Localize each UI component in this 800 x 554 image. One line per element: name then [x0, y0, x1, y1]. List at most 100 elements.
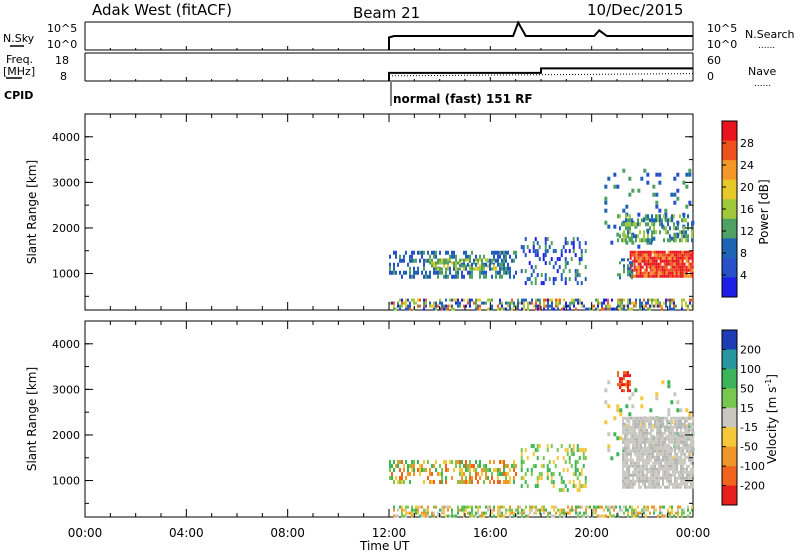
data-cell: [393, 468, 395, 473]
data-cell: [411, 511, 413, 515]
data-cell: [435, 307, 437, 311]
data-cell: [647, 508, 649, 512]
data-cell: [399, 505, 401, 509]
data-cell: [657, 214, 659, 219]
data-cell: [624, 464, 627, 468]
data-cell: [642, 431, 645, 435]
data-cell: [576, 488, 579, 493]
data-cell: [427, 250, 429, 255]
data-cell: [435, 304, 437, 308]
data-cell: [637, 253, 640, 257]
data-cell: [646, 470, 649, 474]
data-cell: [656, 467, 659, 471]
data-cell: [665, 230, 667, 235]
data-cell: [684, 437, 687, 441]
data-cell: [491, 476, 493, 481]
data-cell: [413, 301, 415, 305]
data-cell: [676, 172, 680, 177]
data-cell: [435, 254, 437, 259]
data-cell: [485, 270, 487, 275]
data-cell: [465, 304, 467, 308]
data-cell: [578, 484, 581, 489]
data-cell: [485, 511, 487, 515]
data-cell: [572, 237, 575, 242]
data-cell: [570, 464, 573, 469]
data-cell: [681, 238, 683, 243]
data-cell: [537, 298, 539, 302]
data-cell: [635, 298, 637, 302]
data-cell: [669, 274, 672, 278]
data-cell: [507, 472, 509, 477]
data-cell: [638, 431, 641, 435]
data-cell: [649, 226, 651, 231]
data-cell: [471, 266, 473, 271]
data-cell: [419, 298, 421, 302]
data-cell: [399, 258, 401, 263]
data-cell: [499, 298, 501, 302]
data-cell: [643, 238, 645, 243]
data-cell: [597, 298, 599, 302]
data-cell: [632, 419, 635, 423]
data-cell: [676, 188, 680, 193]
data-cell: [638, 479, 641, 483]
data-cell: [674, 485, 677, 489]
data-cell: [670, 452, 673, 456]
data-cell: [461, 472, 463, 477]
data-cell: [647, 253, 650, 257]
data-cell: [580, 281, 583, 286]
data-cell: [641, 274, 644, 278]
data-cell: [617, 511, 619, 515]
data-cell: [629, 389, 631, 393]
data-cell: [652, 476, 655, 480]
data-cell: [659, 259, 662, 263]
data-cell: [683, 268, 686, 272]
data-cell: [469, 264, 471, 268]
data-cell: [636, 464, 639, 468]
data-cell: [576, 269, 579, 274]
data-cell: [644, 476, 647, 480]
data-cell: [443, 304, 445, 308]
colorbar-swatch: [722, 160, 737, 181]
data-cell: [658, 467, 661, 471]
data-cell: [688, 431, 691, 435]
data-cell: [682, 437, 685, 441]
data-cell: [655, 274, 658, 278]
data-cell: [534, 484, 537, 489]
y-tick-label: 1000: [52, 268, 80, 281]
data-cell: [524, 237, 527, 242]
data-cell: [443, 264, 445, 268]
data-cell: [523, 508, 525, 512]
data-cell: [625, 238, 627, 243]
data-cell: [530, 281, 533, 286]
data-cell: [642, 440, 645, 444]
data-cell: [489, 480, 491, 485]
colorbar-swatch: [722, 238, 737, 259]
data-cell: [535, 307, 537, 311]
data-cell: [679, 250, 682, 254]
data-cell: [626, 476, 629, 480]
data-cell: [638, 437, 641, 441]
data-cell: [634, 443, 637, 447]
data-cell: [669, 234, 671, 239]
data-cell: [584, 456, 587, 461]
data-cell: [671, 259, 674, 263]
data-cell: [447, 258, 449, 262]
data-cell: [646, 240, 650, 245]
data-cell: [666, 416, 669, 420]
data-cell: [465, 505, 467, 509]
data-cell: [664, 208, 668, 213]
data-cell: [471, 270, 473, 275]
data-cell: [629, 298, 631, 302]
data-cell: [657, 265, 660, 269]
data-cell: [635, 301, 637, 305]
data-cell: [651, 268, 654, 272]
data-cell: [632, 449, 635, 453]
data-cell: [501, 460, 503, 465]
data-cell: [578, 456, 581, 461]
data-cell: [692, 458, 695, 462]
velocity-colorbar-label-sup: -1: [764, 379, 773, 387]
data-cell: [651, 259, 654, 263]
freq-label-bottom: [MHz]: [3, 65, 35, 78]
data-cell: [634, 461, 637, 465]
data-cell: [655, 172, 659, 177]
